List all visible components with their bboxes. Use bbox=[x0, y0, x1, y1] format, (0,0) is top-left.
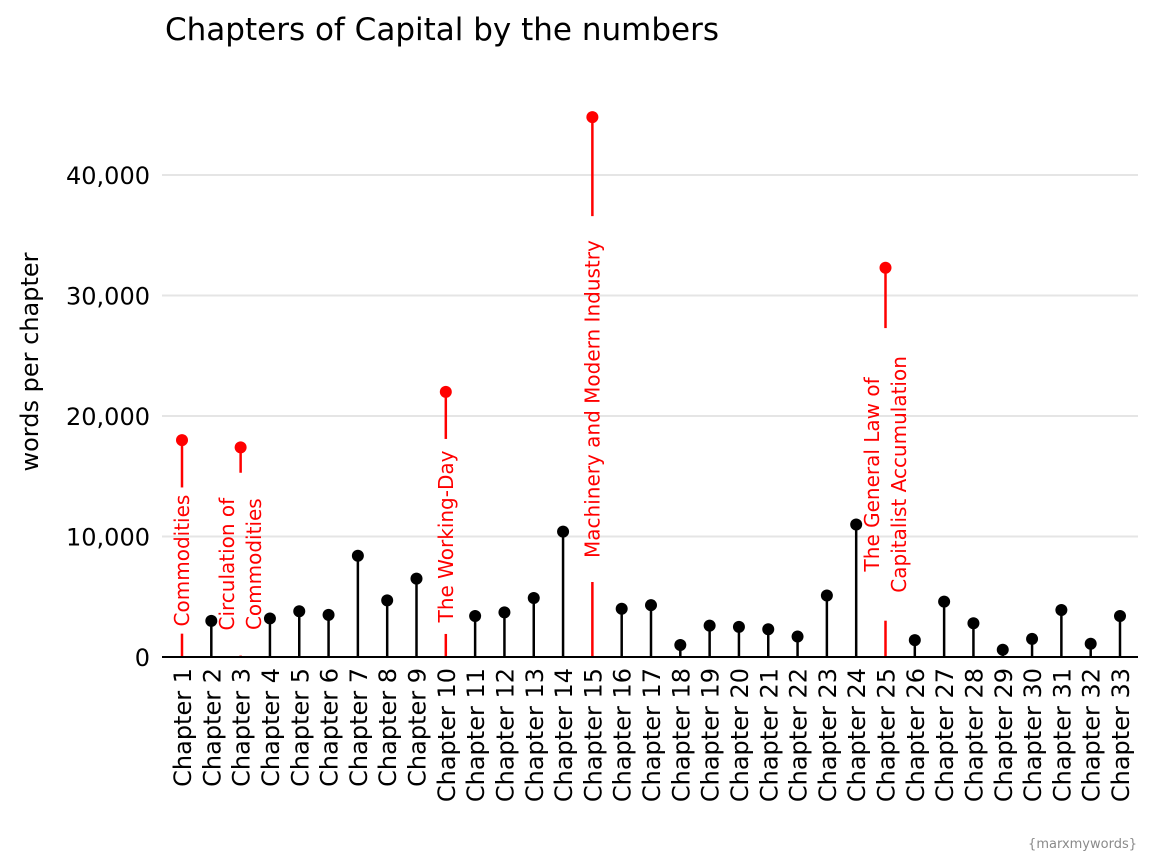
x-tick-label: Chapter 30 bbox=[1019, 668, 1047, 802]
lollipop-point bbox=[176, 434, 188, 447]
lollipop-point bbox=[498, 606, 511, 619]
annotation-label: Machinery and Modern Industry bbox=[580, 240, 604, 558]
lollipop-point bbox=[615, 602, 628, 615]
lollipop-point bbox=[205, 614, 218, 627]
lollipop-point bbox=[410, 572, 423, 585]
x-tick-label: Chapter 10 bbox=[433, 668, 461, 802]
lollipop-point bbox=[820, 589, 833, 602]
y-axis-title: words per chapter bbox=[16, 252, 44, 471]
lollipop-point bbox=[938, 595, 951, 608]
x-tick-label: Chapter 25 bbox=[873, 668, 901, 802]
x-tick-label: Chapter 23 bbox=[814, 668, 842, 802]
lollipop-point bbox=[381, 594, 394, 607]
x-tick-label: Chapter 19 bbox=[697, 668, 725, 802]
x-tick-label: Chapter 21 bbox=[755, 668, 783, 802]
x-tick-label: Chapter 26 bbox=[902, 668, 930, 802]
x-tick-label: Chapter 17 bbox=[638, 668, 666, 802]
lollipop-point bbox=[557, 525, 570, 538]
annotation-label: The Working-Day bbox=[434, 450, 458, 623]
lollipop-point bbox=[762, 623, 775, 636]
x-tick-label: Chapter 29 bbox=[990, 668, 1018, 802]
x-tick-label: Chapter 15 bbox=[579, 668, 607, 802]
y-tick-label: 10,000 bbox=[66, 524, 150, 552]
lollipop-point bbox=[439, 385, 452, 398]
chart-title: Chapters of Capital by the numbers bbox=[165, 12, 719, 48]
x-tick-label: Chapter 14 bbox=[550, 668, 578, 802]
chart-annotations: Commodities Circulation of Commodities The … bbox=[170, 240, 911, 631]
annotation-label: The General Law of bbox=[860, 376, 884, 572]
lollipop-point bbox=[293, 605, 306, 618]
lollipop-point bbox=[469, 610, 482, 623]
lollipop-point bbox=[908, 634, 921, 647]
annotation-label: Commodities bbox=[242, 498, 266, 630]
y-axis: 0 10,000 20,000 30,000 40,000 bbox=[66, 162, 150, 672]
lollipop-point bbox=[1055, 604, 1068, 617]
chart-caption: {marxmywords} bbox=[1028, 837, 1137, 852]
x-tick-label: Chapter 7 bbox=[345, 668, 373, 787]
x-tick-label: Chapter 16 bbox=[609, 668, 637, 802]
x-tick-label: Chapter 32 bbox=[1078, 668, 1106, 802]
lollipop-point bbox=[645, 599, 657, 612]
chart-marks bbox=[176, 111, 1126, 657]
lollipop-point bbox=[351, 549, 364, 562]
x-tick-label: Chapter 1 bbox=[169, 668, 197, 787]
y-tick-label: 20,000 bbox=[66, 403, 150, 431]
lollipop-point bbox=[791, 630, 804, 643]
lollipop-point bbox=[527, 591, 540, 604]
lollipop-point bbox=[732, 620, 745, 633]
x-tick-label: Chapter 2 bbox=[198, 668, 226, 787]
x-tick-label: Chapter 13 bbox=[521, 668, 549, 802]
lollipop-point bbox=[586, 111, 599, 124]
lollipop-point bbox=[1084, 637, 1097, 650]
x-tick-label: Chapter 11 bbox=[462, 668, 490, 802]
x-tick-label: Chapter 8 bbox=[374, 668, 402, 787]
lollipop-point bbox=[322, 608, 335, 621]
y-tick-label: 40,000 bbox=[66, 162, 150, 190]
y-tick-label: 30,000 bbox=[66, 283, 150, 311]
lollipop-point bbox=[996, 643, 1009, 656]
x-tick-label: Chapter 24 bbox=[843, 668, 871, 802]
x-tick-label: Chapter 22 bbox=[785, 668, 813, 802]
x-tick-label: Chapter 12 bbox=[491, 668, 519, 802]
lollipop-point bbox=[879, 261, 892, 274]
x-tick-label: Chapter 28 bbox=[960, 668, 988, 802]
x-tick-label: Chapter 5 bbox=[286, 668, 314, 787]
lollipop-point bbox=[1026, 632, 1039, 645]
lollipop-point bbox=[1114, 610, 1126, 623]
x-tick-label: Chapter 6 bbox=[316, 668, 344, 787]
annotation-label: Commodities bbox=[170, 495, 194, 627]
gridlines bbox=[162, 174, 1138, 538]
lollipop-point bbox=[703, 619, 716, 632]
lollipop-point bbox=[967, 617, 980, 630]
x-tick-label: Chapter 9 bbox=[404, 668, 432, 787]
x-tick-label: Chapter 20 bbox=[726, 668, 754, 802]
x-tick-label: Chapter 18 bbox=[667, 668, 695, 802]
annotation-label: Capitalist Accumulation bbox=[887, 356, 911, 593]
lollipop-point bbox=[674, 638, 687, 651]
x-tick-label: Chapter 31 bbox=[1048, 668, 1076, 802]
lollipop-point bbox=[234, 441, 247, 454]
lollipop-point bbox=[263, 612, 276, 625]
x-tick-label: Chapter 33 bbox=[1107, 668, 1135, 802]
x-tick-label: Chapter 3 bbox=[228, 668, 256, 787]
y-tick-label: 0 bbox=[135, 644, 150, 672]
x-axis: Chapter 1 Chapter 2 Chapter 3 Chapter 4 Chap… bbox=[162, 656, 1138, 802]
x-tick-label: Chapter 27 bbox=[931, 668, 959, 802]
lollipop-point bbox=[850, 518, 863, 531]
annotation-label: Circulation of bbox=[215, 497, 239, 631]
x-tick-label: Chapter 4 bbox=[257, 668, 285, 787]
